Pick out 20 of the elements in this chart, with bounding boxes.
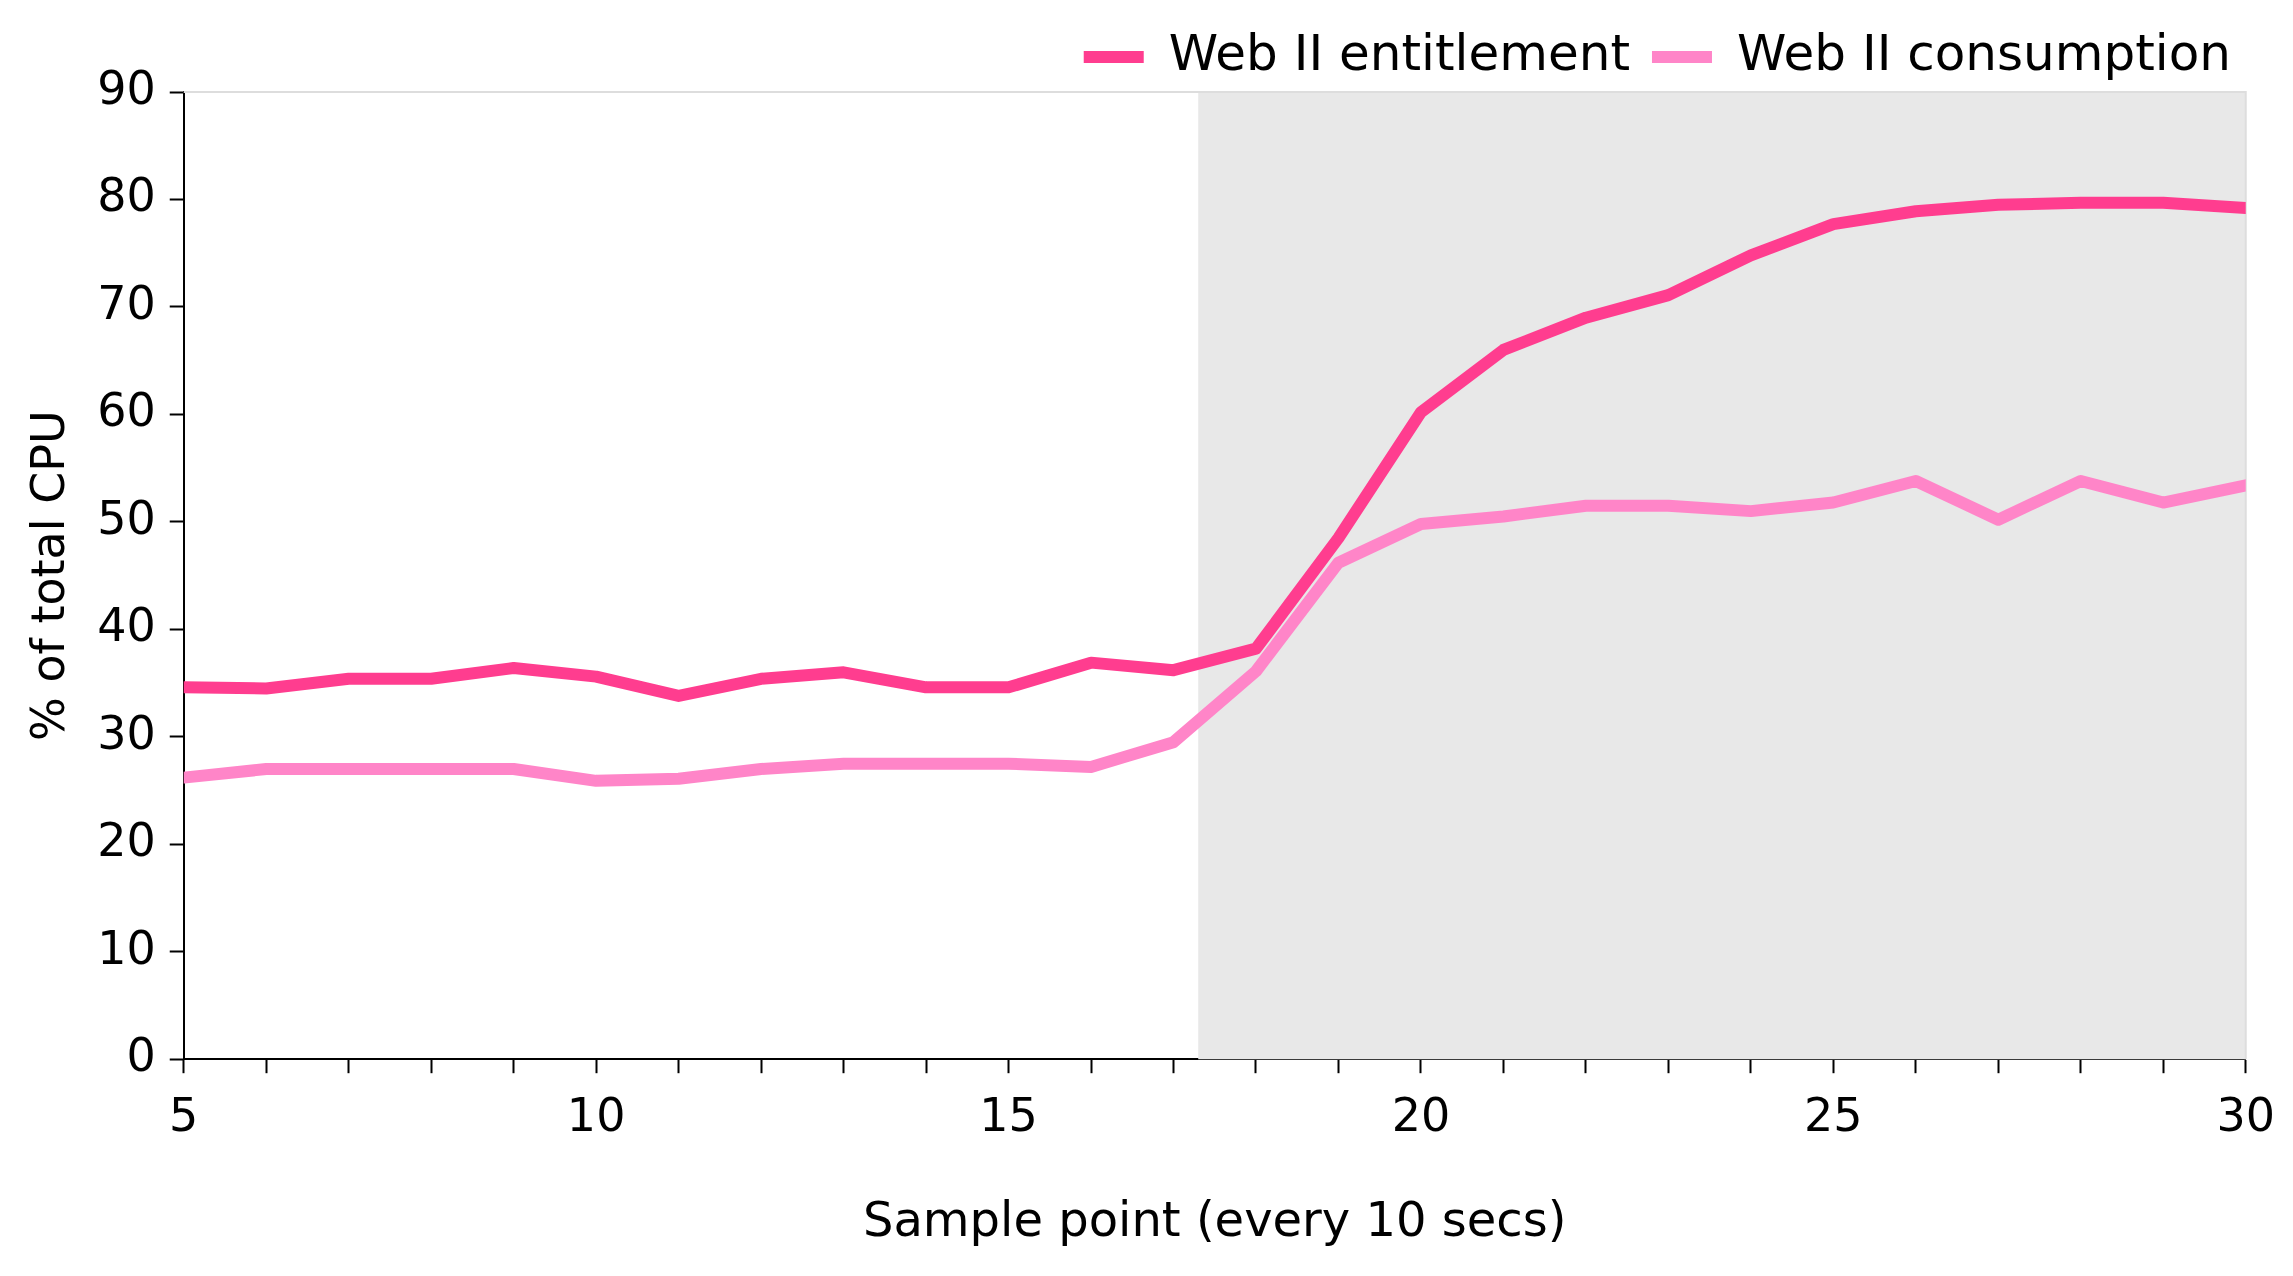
x-tick-label: 20: [1391, 1087, 1451, 1142]
y-axis-title: % of total CPU: [20, 410, 75, 741]
y-tick-label: 30: [97, 705, 156, 760]
y-tick-label: 50: [97, 490, 156, 545]
x-tick-label: 30: [2216, 1087, 2276, 1142]
y-tick-label: 20: [97, 813, 156, 868]
y-tick-label: 10: [97, 920, 156, 975]
x-axis-title: Sample point (every 10 secs): [862, 1190, 1567, 1247]
y-tick-label: 40: [97, 598, 156, 653]
legend-label: Web II entitlement: [1168, 23, 1630, 82]
y-tick-label: 90: [97, 60, 156, 115]
y-tick-label: 60: [97, 383, 156, 438]
x-tick-label: 25: [1804, 1087, 1863, 1142]
x-tick-label: 5: [169, 1087, 199, 1142]
legend-label: Web II consumption: [1736, 23, 2232, 82]
x-tick-label: 15: [979, 1087, 1038, 1142]
y-tick-label: 80: [97, 168, 156, 223]
x-tick-label: 10: [566, 1087, 626, 1142]
y-tick-label: 0: [126, 1028, 156, 1083]
y-tick-label: 70: [97, 275, 156, 330]
